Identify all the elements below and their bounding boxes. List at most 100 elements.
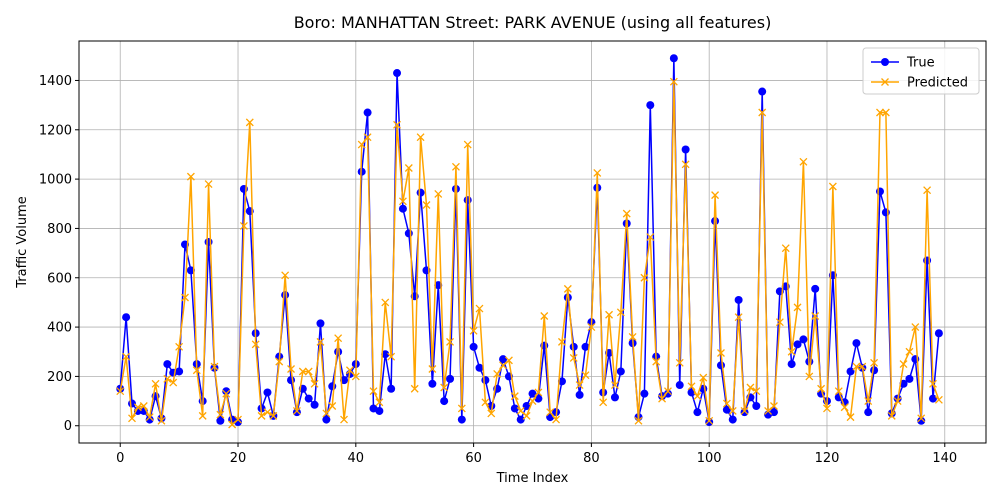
data-point [717, 349, 725, 357]
data-point [428, 379, 437, 388]
data-point [216, 410, 225, 419]
data-point [269, 411, 278, 420]
x-tick-label: 140 [932, 451, 957, 466]
data-point [310, 400, 319, 409]
data-point [669, 77, 678, 86]
data-point [175, 342, 184, 351]
data-point [145, 415, 154, 424]
data-point [905, 347, 914, 356]
data-point [133, 403, 142, 412]
data-point [693, 392, 702, 401]
data-point [387, 352, 396, 361]
data-point [451, 162, 460, 171]
data-point [811, 284, 820, 293]
data-point [463, 140, 472, 149]
data-point [752, 387, 761, 396]
data-point [664, 387, 672, 396]
data-point [446, 337, 455, 346]
y-tick-label: 400 [47, 321, 72, 336]
data-point [487, 409, 496, 418]
data-point [805, 372, 814, 381]
data-point [169, 378, 178, 387]
data-point [316, 337, 325, 346]
data-point [122, 313, 131, 322]
data-point [363, 133, 372, 142]
data-point [575, 381, 584, 390]
data-point [145, 413, 154, 422]
data-point [469, 342, 478, 351]
data-point [263, 388, 272, 397]
data-point [581, 371, 590, 380]
data-point [540, 312, 549, 320]
data-point [281, 271, 290, 280]
data-point [387, 384, 396, 393]
x-tick-label: 0 [116, 451, 124, 466]
data-point [870, 358, 879, 367]
data-point [481, 398, 490, 407]
data-point [287, 376, 296, 385]
data-point [770, 402, 778, 410]
data-point [157, 416, 166, 425]
data-point [787, 347, 796, 356]
data-point [775, 318, 784, 327]
data-point [493, 369, 502, 378]
data-point [934, 329, 943, 338]
y-tick-label: 0 [64, 419, 72, 434]
data-point [334, 334, 343, 343]
data-point [534, 388, 543, 397]
data-point [557, 377, 566, 386]
data-point [416, 188, 425, 197]
data-point [681, 145, 690, 154]
x-tick-label: 20 [230, 451, 247, 466]
data-point [876, 108, 884, 117]
y-tick-label: 800 [47, 222, 72, 237]
data-point [852, 339, 861, 348]
legend-label: True [906, 56, 935, 71]
data-point [398, 197, 407, 206]
data-point [440, 383, 449, 392]
data-point [787, 360, 796, 369]
data-point [210, 362, 219, 371]
data-point [263, 408, 272, 417]
data-point [328, 382, 337, 391]
data-point [139, 402, 148, 410]
data-point [563, 284, 572, 293]
data-point [516, 415, 525, 424]
data-point [222, 387, 231, 396]
data-point [557, 337, 566, 346]
x-tick-label: 40 [348, 451, 365, 466]
data-point [929, 379, 937, 388]
data-point [245, 118, 254, 127]
data-point [658, 394, 667, 403]
data-point [575, 390, 584, 399]
data-point [875, 187, 884, 196]
data-point [186, 266, 195, 275]
data-point [304, 394, 313, 403]
data-point [404, 164, 413, 172]
data-point [569, 342, 578, 351]
data-point [746, 383, 755, 392]
data-point [652, 357, 661, 366]
data-point [740, 406, 749, 415]
data-point [934, 395, 943, 404]
data-point [587, 323, 596, 332]
data-point [410, 384, 419, 393]
data-point [646, 101, 655, 110]
data-point [228, 420, 237, 429]
data-point [752, 402, 761, 411]
data-point [351, 372, 360, 381]
y-tick-label: 200 [47, 370, 72, 385]
y-tick-label: 1200 [39, 123, 72, 138]
data-point [734, 295, 743, 304]
data-point [122, 352, 131, 361]
data-point [899, 379, 908, 388]
data-point [163, 360, 172, 369]
data-point [481, 376, 490, 385]
data-point [864, 397, 873, 406]
data-point [398, 204, 407, 213]
data-point [416, 133, 425, 142]
data-point [281, 291, 290, 300]
data-point [463, 196, 472, 205]
data-point [393, 120, 401, 129]
